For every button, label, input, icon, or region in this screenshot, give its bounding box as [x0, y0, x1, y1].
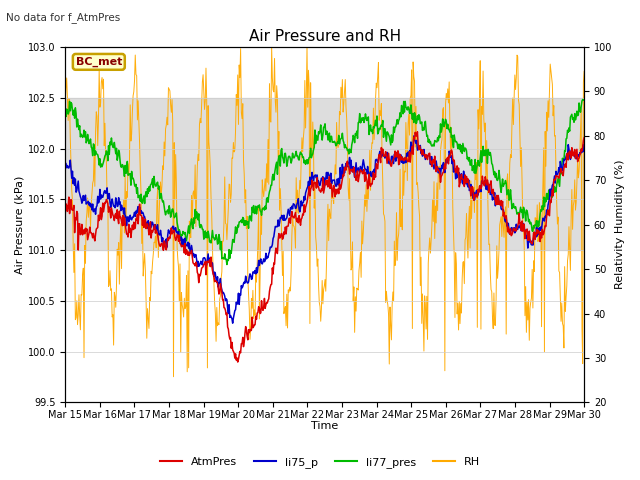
Bar: [65, 98, 584, 250]
Legend: AtmPres, li75_p, li77_pres, RH: AtmPres, li75_p, li77_pres, RH: [156, 452, 484, 472]
Y-axis label: Air Pressure (kPa): Air Pressure (kPa): [15, 176, 25, 274]
Y-axis label: Relativity Humidity (%): Relativity Humidity (%): [615, 160, 625, 289]
Title: Air Pressure and RH: Air Pressure and RH: [248, 29, 401, 44]
Text: No data for f_AtmPres: No data for f_AtmPres: [6, 12, 121, 23]
X-axis label: Time: Time: [311, 421, 339, 432]
Text: BC_met: BC_met: [76, 57, 122, 67]
